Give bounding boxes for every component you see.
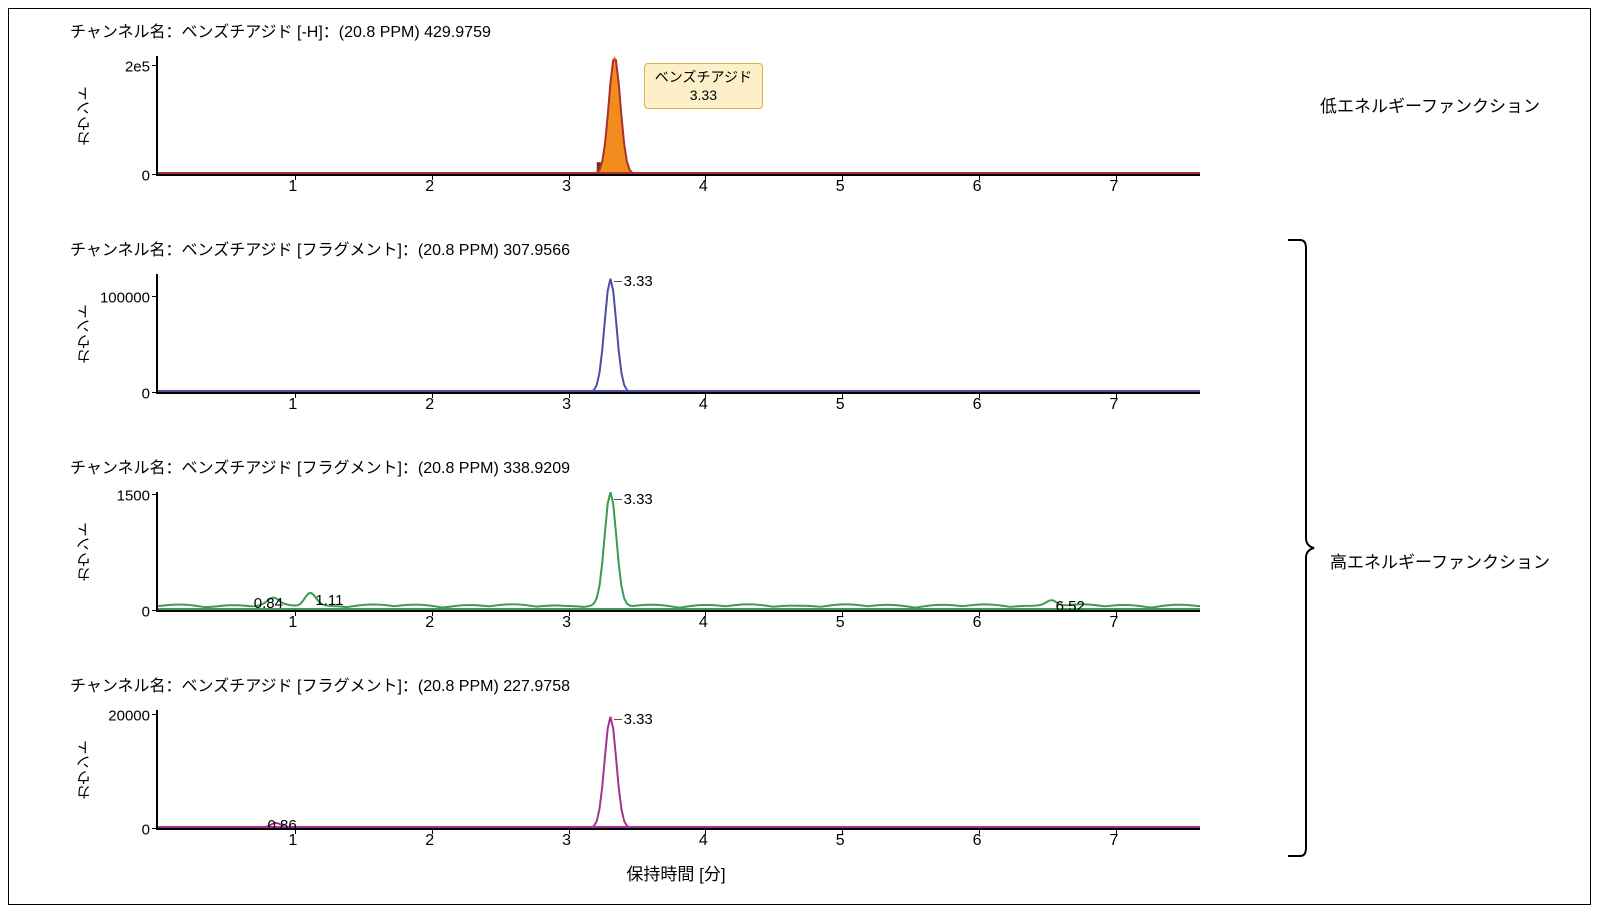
x-tick-label: 4	[699, 396, 708, 414]
panel-2: チャンネル名：ベンズチアジド [フラグメント]：(20.8 PPM) 307.9…	[70, 236, 1200, 422]
y-axis-label: カウント	[70, 710, 94, 830]
y-tick-label: 0	[142, 168, 150, 185]
side-annotations: 低エネルギーファンクション 高エネルギーファンクション	[1230, 18, 1570, 878]
x-tick-label: 5	[836, 178, 845, 196]
y-ticks: 020000	[94, 710, 156, 830]
x-tick-label: 5	[836, 614, 845, 632]
x-tick-label: 6	[973, 396, 982, 414]
chromatogram-panels: チャンネル名：ベンズチアジド [-H]：(20.8 PPM) 429.9759 カ…	[70, 18, 1200, 917]
high-energy-label: 高エネルギーファンクション	[1330, 548, 1550, 573]
panel-title: チャンネル名：ベンズチアジド [フラグメント]：(20.8 PPM) 338.9…	[70, 454, 1200, 478]
panel-4: チャンネル名：ベンズチアジド [フラグメント]：(20.8 PPM) 227.9…	[70, 672, 1200, 885]
panel-title: チャンネル名：ベンズチアジド [フラグメント]：(20.8 PPM) 307.9…	[70, 236, 1200, 260]
x-tick-label: 4	[699, 832, 708, 850]
x-ticks: 1 2 3 4 5 6 7	[156, 830, 1196, 858]
x-tick-label: 6	[973, 832, 982, 850]
x-tick-label: 1	[288, 614, 297, 632]
plot-area: ベンズチアジド3.33	[156, 56, 1200, 176]
low-energy-label: 低エネルギーファンクション	[1320, 92, 1540, 117]
x-ticks: 1 2 3 4 5 6 7	[156, 612, 1196, 640]
chart-area: カウント0100000 3.33	[70, 274, 1200, 394]
x-tick-label: 7	[1109, 614, 1118, 632]
x-tick-label: 2	[425, 832, 434, 850]
panel-title: チャンネル名：ベンズチアジド [フラグメント]：(20.8 PPM) 227.9…	[70, 672, 1200, 696]
x-axis-label: 保持時間 [分]	[156, 860, 1196, 885]
peak-rt-label: 3.33	[624, 711, 653, 728]
y-ticks: 02e5	[94, 56, 156, 176]
x-tick-label: 1	[288, 832, 297, 850]
peak-rt-label: 3.33	[624, 273, 653, 290]
y-tick-label: 0	[142, 604, 150, 621]
x-tick-label: 7	[1109, 178, 1118, 196]
x-tick-label: 3	[562, 396, 571, 414]
x-tick-label: 5	[836, 832, 845, 850]
x-tick-label: 5	[836, 396, 845, 414]
plot-area: 3.330.86	[156, 710, 1200, 830]
minor-peak-label: 0.84	[254, 595, 283, 612]
x-tick-label: 1	[288, 178, 297, 196]
callout-rt: 3.33	[655, 86, 752, 104]
y-tick-label: 1500	[117, 487, 150, 504]
callout-compound-name: ベンズチアジド	[655, 68, 752, 86]
y-tick-label: 0	[142, 386, 150, 403]
peak-rt-label: 3.33	[624, 491, 653, 508]
x-tick-label: 4	[699, 614, 708, 632]
x-tick-label: 4	[699, 178, 708, 196]
minor-peak-label: 1.11	[315, 592, 343, 609]
x-tick-label: 3	[562, 178, 571, 196]
x-tick-label: 6	[973, 614, 982, 632]
y-tick-label: 100000	[100, 290, 150, 307]
x-tick-label: 2	[425, 178, 434, 196]
panel-3: チャンネル名：ベンズチアジド [フラグメント]：(20.8 PPM) 338.9…	[70, 454, 1200, 640]
y-axis-label: カウント	[70, 492, 94, 612]
y-ticks: 01500	[94, 492, 156, 612]
chart-area: カウント015003.330.841.116.52	[70, 492, 1200, 612]
chart-area: カウント02e5 ベンズチアジド3.33	[70, 56, 1200, 176]
x-ticks: 1 2 3 4 5 6 7	[156, 176, 1196, 204]
x-tick-label: 2	[425, 396, 434, 414]
x-tick-label: 7	[1109, 396, 1118, 414]
y-tick-label: 2e5	[125, 58, 150, 75]
x-tick-label: 2	[425, 614, 434, 632]
bracket-icon	[1288, 238, 1318, 858]
y-ticks: 0100000	[94, 274, 156, 394]
x-tick-label: 3	[562, 614, 571, 632]
y-tick-label: 20000	[108, 707, 150, 724]
y-tick-label: 0	[142, 822, 150, 839]
x-tick-label: 6	[973, 178, 982, 196]
y-axis-label: カウント	[70, 274, 94, 394]
plot-area: 3.33	[156, 274, 1200, 394]
x-tick-label: 7	[1109, 832, 1118, 850]
peak-callout: ベンズチアジド3.33	[644, 63, 763, 109]
x-tick-label: 3	[562, 832, 571, 850]
panel-title: チャンネル名：ベンズチアジド [-H]：(20.8 PPM) 429.9759	[70, 18, 1200, 42]
y-axis-label: カウント	[70, 56, 94, 176]
plot-area: 3.330.841.116.52	[156, 492, 1200, 612]
x-tick-label: 1	[288, 396, 297, 414]
chart-area: カウント0200003.330.86	[70, 710, 1200, 830]
panel-1: チャンネル名：ベンズチアジド [-H]：(20.8 PPM) 429.9759 カ…	[70, 18, 1200, 204]
x-ticks: 1 2 3 4 5 6 7	[156, 394, 1196, 422]
